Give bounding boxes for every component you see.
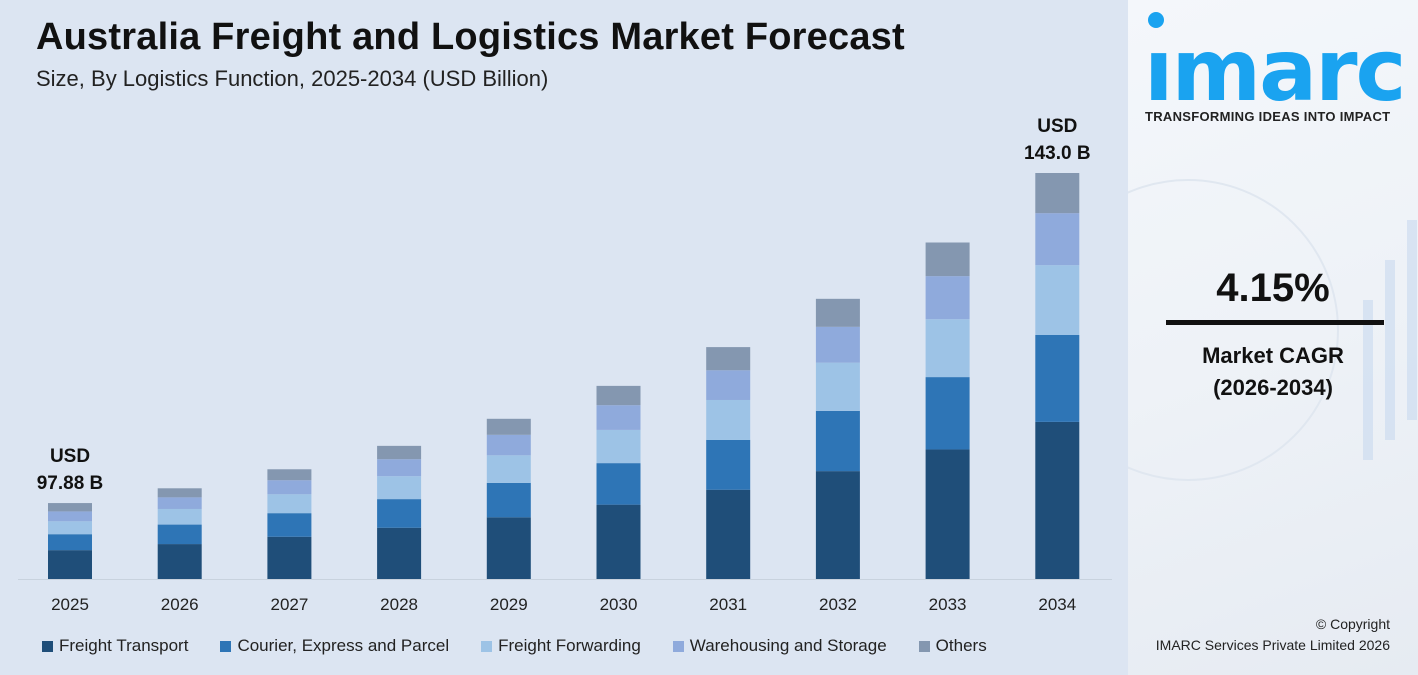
x-tick-label: 2026	[161, 595, 199, 614]
brand-panel: ımarc TRANSFORMING IDEAS INTO IMPACT 4.1…	[1128, 0, 1418, 675]
x-tick-label: 2029	[490, 595, 528, 614]
bar-segment-2033-freight-transport	[925, 449, 970, 579]
data-label-line2: 143.0 B	[1024, 143, 1091, 164]
bar-segment-2031-freight-forwarding	[706, 399, 751, 440]
bar-segment-2034-others	[1035, 173, 1080, 214]
x-tick-label: 2034	[1038, 595, 1076, 614]
bar-segment-2025-others	[48, 503, 92, 512]
legend-item: Others	[918, 636, 987, 656]
legend-item: Courier, Express and Parcel	[220, 636, 449, 656]
x-tick-label: 2031	[709, 595, 747, 614]
bar-segment-2029-warehousing-and-storage	[486, 434, 531, 456]
bar-segment-2025-freight-transport	[48, 550, 92, 579]
copyright-company: IMARC Services Private Limited 2026	[1155, 637, 1390, 653]
legend-item: Freight Transport	[42, 636, 188, 656]
bar-segment-2031-freight-transport	[706, 489, 751, 579]
legend-swatch	[918, 640, 930, 652]
bar-segment-2025-freight-forwarding	[48, 521, 92, 535]
legend-swatch	[42, 640, 53, 652]
brand-tagline: TRANSFORMING IDEAS INTO IMPACT	[1145, 109, 1391, 124]
chart-subtitle: Size, By Logistics Function, 2025-2034 (…	[36, 66, 549, 91]
bar-segment-2033-others	[925, 242, 970, 277]
bar-segment-2027-freight-transport	[267, 536, 312, 579]
bar-segment-2027-freight-forwarding	[267, 494, 312, 514]
bar-segment-2026-courier-express-and-parcel	[157, 524, 202, 545]
bar-segment-2034-freight-forwarding	[1035, 265, 1080, 335]
bar-segment-2030-others	[596, 385, 641, 406]
bar-segment-2026-freight-transport	[157, 544, 202, 579]
bar-segment-2025-courier-express-and-parcel	[48, 534, 92, 551]
bar-segment-2028-freight-transport	[377, 527, 422, 579]
copyright: © Copyright IMARC Services Private Limit…	[1128, 614, 1390, 656]
bar-segment-2030-freight-transport	[596, 504, 641, 579]
x-tick-label: 2032	[819, 595, 857, 614]
legend-swatch	[220, 640, 232, 652]
legend-label: Warehousing and Storage	[689, 636, 887, 655]
bar-segment-2032-freight-forwarding	[815, 362, 860, 411]
bar-segment-2027-courier-express-and-parcel	[267, 513, 312, 537]
bar-segment-2034-courier-express-and-parcel	[1035, 334, 1080, 422]
bar-segment-2030-freight-forwarding	[596, 429, 641, 464]
bar-segment-2032-others	[815, 298, 860, 327]
legend-swatch	[672, 640, 684, 652]
legend-item: Warehousing and Storage	[672, 636, 887, 656]
x-tick-label: 2028	[380, 595, 418, 614]
svg-text:ımarc: ımarc	[1144, 21, 1405, 108]
bar-segment-2028-others	[377, 445, 422, 460]
bar-segment-2033-freight-forwarding	[925, 319, 970, 378]
bar-segment-2027-others	[267, 469, 312, 481]
bar-segment-2031-warehousing-and-storage	[706, 370, 751, 400]
imarc-logo: ımarc	[1144, 12, 1407, 108]
bar-segment-2025-warehousing-and-storage	[48, 511, 92, 522]
bar-segment-2028-courier-express-and-parcel	[377, 499, 422, 528]
background-decoration	[1128, 179, 1417, 481]
bar-segment-2028-freight-forwarding	[377, 476, 422, 500]
cagr-label-line2: (2026-2034)	[1213, 375, 1333, 400]
bar-segment-2026-freight-forwarding	[157, 508, 202, 525]
bar-segment-2029-courier-express-and-parcel	[486, 482, 531, 518]
cagr-value: 4.15%	[1216, 266, 1330, 310]
legend-swatch	[481, 640, 493, 652]
legend-label: Others	[935, 636, 987, 655]
cagr-label-line1: Market CAGR	[1202, 343, 1344, 368]
legend-label: Courier, Express and Parcel	[237, 636, 450, 655]
bar-segment-2032-freight-transport	[815, 471, 860, 579]
legend: Freight Transport Courier, Express and Pa…	[42, 636, 1019, 656]
stacked-bar-chart: 2025 USD 97.88 B 2026 2027 2028 2029 2030 2031 20…	[18, 116, 1112, 614]
bar-segment-2027-warehousing-and-storage	[267, 480, 312, 495]
bar-segment-2031-others	[706, 347, 751, 371]
bar-segment-2028-warehousing-and-storage	[377, 459, 422, 477]
x-tick-label: 2027	[270, 595, 308, 614]
data-label-line1: USD	[50, 446, 90, 467]
bar-segment-2033-courier-express-and-parcel	[925, 377, 970, 450]
bar-segment-2026-warehousing-and-storage	[157, 497, 202, 509]
cagr-divider	[1166, 320, 1384, 325]
chart-panel: Australia Freight and Logistics Market F…	[18, 16, 1112, 656]
bar-segment-2029-freight-transport	[486, 517, 531, 579]
bar-segment-2034-freight-transport	[1035, 421, 1080, 579]
bar-segment-2029-others	[486, 418, 531, 435]
bar-segment-2033-warehousing-and-storage	[925, 276, 970, 320]
x-tick-label: 2030	[600, 595, 638, 614]
legend-label: Freight Forwarding	[498, 636, 641, 655]
x-tick-label: 2025	[51, 595, 89, 614]
bar-segment-2034-warehousing-and-storage	[1035, 213, 1080, 266]
bar-segment-2029-freight-forwarding	[486, 455, 531, 483]
legend-label: Freight Transport	[59, 636, 189, 655]
bar-segment-2032-warehousing-and-storage	[815, 326, 860, 363]
bar-segment-2026-others	[157, 488, 202, 498]
bar-segment-2032-courier-express-and-parcel	[815, 410, 860, 472]
cagr-label: Market CAGR (2026-2034)	[1128, 340, 1418, 404]
bar-segment-2030-courier-express-and-parcel	[596, 463, 641, 505]
chart-title: Australia Freight and Logistics Market F…	[36, 16, 905, 58]
copyright-symbol: © Copyright	[1315, 616, 1390, 632]
x-tick-label: 2033	[929, 595, 967, 614]
legend-item: Freight Forwarding	[481, 636, 641, 656]
bar-segment-2030-warehousing-and-storage	[596, 405, 641, 430]
data-label-line1: USD	[1037, 116, 1077, 137]
bar-segment-2031-courier-express-and-parcel	[706, 439, 751, 490]
data-label-line2: 97.88 B	[37, 473, 104, 494]
